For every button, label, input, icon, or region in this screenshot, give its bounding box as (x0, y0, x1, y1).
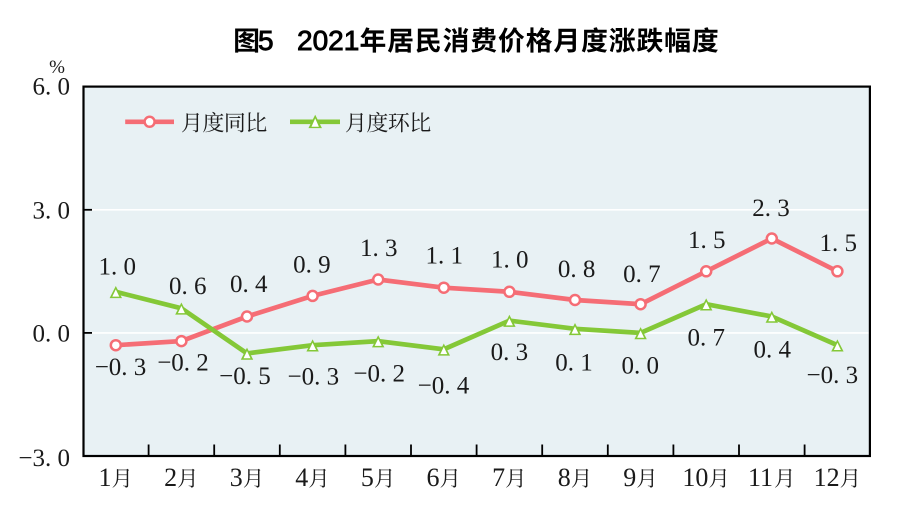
svg-text:4: 4 (295, 463, 308, 492)
svg-text:0. 8: 0. 8 (558, 256, 596, 283)
svg-text:−0. 2: −0. 2 (157, 349, 209, 376)
svg-text:−0. 5: −0. 5 (219, 363, 271, 390)
svg-text:%: % (49, 57, 65, 78)
svg-text:0. 4: 0. 4 (753, 336, 791, 363)
svg-text:1. 0: 1. 0 (99, 253, 137, 280)
svg-text:1: 1 (99, 463, 112, 492)
svg-text:5: 5 (258, 25, 274, 56)
svg-text:0. 0: 0. 0 (621, 353, 659, 380)
svg-text:6. 0: 6. 0 (33, 73, 71, 100)
svg-text:1. 1: 1. 1 (426, 243, 464, 270)
svg-text:0. 3: 0. 3 (491, 339, 529, 366)
svg-text:0. 6: 0. 6 (169, 273, 207, 300)
svg-text:0. 7: 0. 7 (687, 324, 725, 351)
svg-text:7: 7 (492, 463, 505, 492)
svg-text:−0. 2: −0. 2 (353, 360, 405, 387)
svg-text:10: 10 (682, 463, 708, 492)
svg-text:0. 0: 0. 0 (33, 321, 71, 348)
svg-text:2: 2 (164, 463, 177, 492)
svg-text:3. 0: 3. 0 (33, 197, 71, 224)
svg-text:0. 7: 0. 7 (623, 261, 661, 288)
svg-text:1. 3: 1. 3 (360, 235, 398, 262)
svg-text:−0. 3: −0. 3 (95, 354, 147, 381)
svg-text:3: 3 (230, 463, 243, 492)
svg-text:1. 5: 1. 5 (820, 230, 858, 257)
svg-text:−0. 3: −0. 3 (287, 364, 339, 391)
svg-text:12: 12 (814, 463, 840, 492)
svg-text:8: 8 (558, 463, 571, 492)
svg-text:0. 4: 0. 4 (230, 271, 268, 298)
svg-text:1. 0: 1. 0 (491, 247, 529, 274)
svg-text:−0. 4: −0. 4 (418, 372, 470, 399)
svg-text:9: 9 (623, 463, 636, 492)
svg-text:−3. 0: −3. 0 (18, 445, 70, 472)
svg-text:5: 5 (361, 463, 374, 492)
svg-text:6: 6 (427, 463, 440, 492)
svg-text:0. 9: 0. 9 (293, 251, 331, 278)
svg-text:11: 11 (748, 463, 773, 492)
svg-text:2. 3: 2. 3 (752, 195, 790, 222)
svg-text:0. 1: 0. 1 (555, 350, 593, 377)
svg-text:1. 5: 1. 5 (688, 227, 726, 254)
svg-text:2021: 2021 (297, 25, 359, 56)
svg-text:−0. 3: −0. 3 (806, 362, 858, 389)
